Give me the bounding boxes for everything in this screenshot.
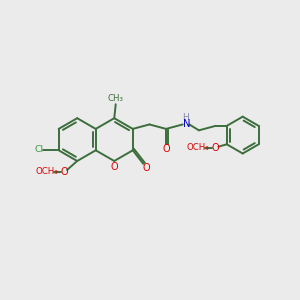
Text: O: O <box>61 167 68 177</box>
Text: OCH₃: OCH₃ <box>186 143 209 152</box>
Text: O: O <box>212 143 219 153</box>
Text: CH₃: CH₃ <box>108 94 124 103</box>
Text: O: O <box>163 144 170 154</box>
Text: O: O <box>111 162 119 172</box>
Text: Cl: Cl <box>34 145 43 154</box>
Text: N: N <box>183 119 190 129</box>
Text: O: O <box>142 163 150 172</box>
Text: H: H <box>182 113 188 122</box>
Text: OCH₃: OCH₃ <box>35 167 58 176</box>
